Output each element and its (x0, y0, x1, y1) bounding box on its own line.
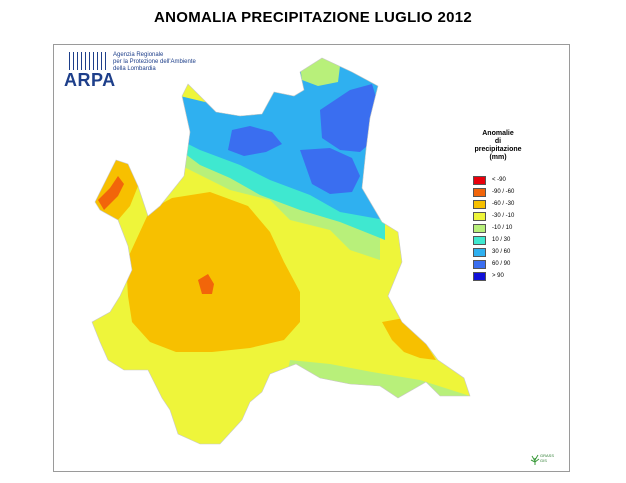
legend: Anomalie di precipitazione (mm) < -90 -90… (470, 130, 550, 281)
legend-swatch (473, 200, 486, 209)
legend-label: -10 / 10 (492, 225, 513, 231)
arpa-logo-text: ARPA (64, 70, 116, 90)
legend-swatch (473, 236, 486, 245)
legend-swatch (473, 272, 486, 281)
grass-gis-label: GRASS GIS (540, 453, 555, 463)
legend-swatch (473, 188, 486, 197)
legend-label: -90 / -60 (492, 189, 515, 195)
legend-label: 10 / 30 (492, 237, 511, 243)
grass-gis-logo: GRASS GIS (530, 452, 560, 470)
legend-label: -30 / -10 (492, 213, 515, 219)
legend-label: 60 / 90 (492, 261, 511, 267)
arpa-logo: ARPA Agenzia Regionale per la Protezione… (63, 50, 213, 92)
map-title: ANOMALIA PRECIPITAZIONE LUGLIO 2012 (153, 9, 473, 26)
legend-swatch (473, 224, 486, 233)
legend-title: Anomalie di precipitazione (mm) (474, 130, 522, 161)
legend-swatch (473, 248, 486, 257)
arpa-logo-bars (67, 52, 109, 70)
grass-gis-icon (530, 454, 540, 465)
legend-swatch (473, 176, 486, 185)
legend-swatch (473, 260, 486, 269)
legend-label: > 90 (492, 273, 504, 279)
legend-label: -60 / -30 (492, 201, 515, 207)
legend-label: < -90 (492, 177, 506, 183)
legend-label: 30 / 60 (492, 249, 511, 255)
legend-swatch (473, 212, 486, 221)
arpa-org-name: Agenzia Regionale per la Protezione dell… (113, 52, 196, 72)
